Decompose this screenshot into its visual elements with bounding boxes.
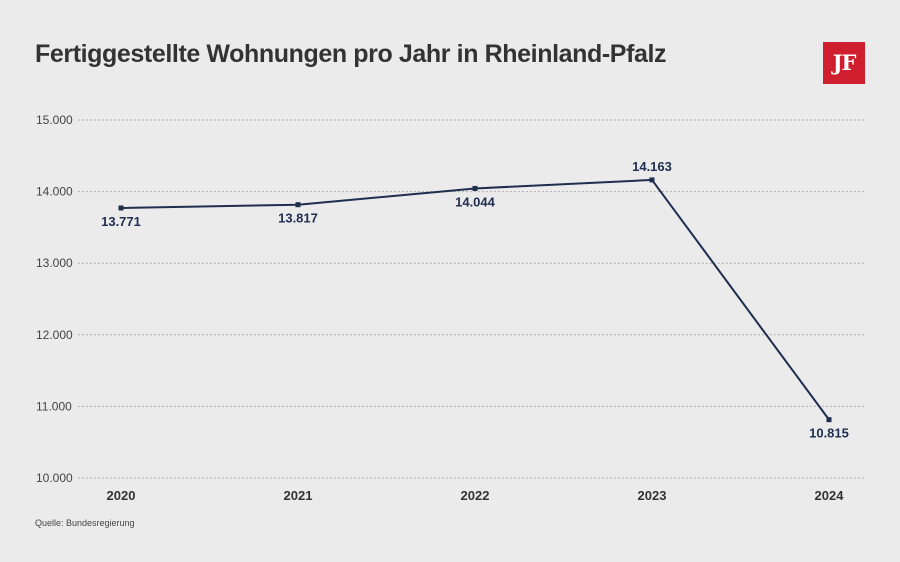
y-tick-label: 15.000 <box>36 113 73 127</box>
x-axis-ticks: 2020 2021 2022 2023 2024 <box>107 488 845 503</box>
x-tick-label: 2024 <box>815 488 845 503</box>
x-tick-label: 2023 <box>638 488 667 503</box>
data-label: 10.815 <box>809 426 849 441</box>
x-tick-label: 2021 <box>284 488 313 503</box>
data-series <box>120 178 830 421</box>
y-tick-label: 13.000 <box>36 256 73 270</box>
publisher-logo: JF <box>823 42 865 84</box>
grid-lines <box>78 119 866 479</box>
data-label: 13.771 <box>101 214 141 229</box>
data-point <box>472 185 478 191</box>
data-point <box>295 202 301 208</box>
y-axis-ticks: 10.000 11.000 12.000 13.000 14.000 15.000 <box>36 113 73 485</box>
x-tick-label: 2022 <box>461 488 490 503</box>
data-label: 14.163 <box>632 159 672 174</box>
series-line <box>120 178 830 421</box>
x-tick-label: 2020 <box>107 488 136 503</box>
source-note: Quelle: Bundesregierung <box>35 518 135 528</box>
data-label: 14.044 <box>455 194 496 209</box>
y-tick-label: 12.000 <box>36 328 73 342</box>
data-points <box>118 177 832 423</box>
data-label: 13.817 <box>278 211 318 226</box>
chart-title: Fertiggestellte Wohnungen pro Jahr in Rh… <box>35 40 667 68</box>
data-point <box>826 417 832 423</box>
y-tick-label: 11.000 <box>36 399 72 413</box>
data-point <box>649 177 655 183</box>
y-tick-label: 10.000 <box>36 471 73 485</box>
y-tick-label: 14.000 <box>36 185 73 199</box>
data-point <box>118 205 124 211</box>
data-labels: 13.771 13.817 14.044 14.163 10.815 <box>101 159 849 441</box>
